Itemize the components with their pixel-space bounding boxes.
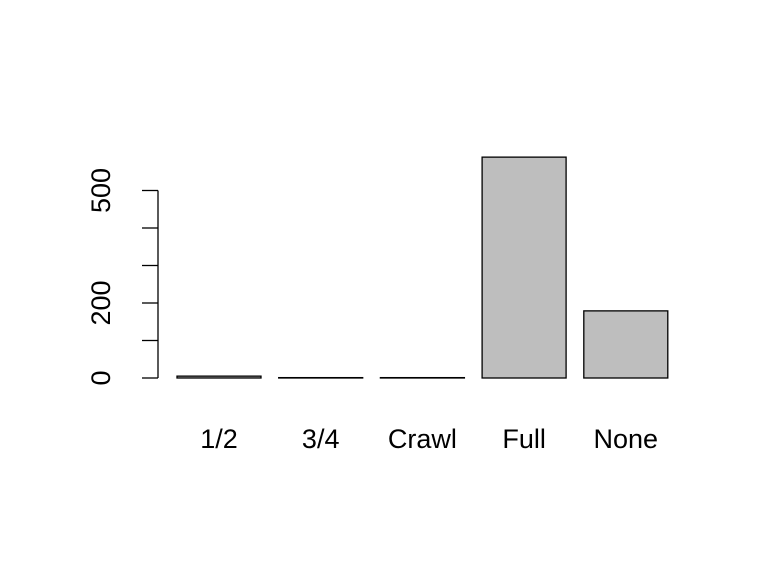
x-label-crawl: Crawl <box>388 424 457 454</box>
x-axis-labels: 1/2 3/4 Crawl Full None <box>200 424 658 454</box>
y-tick-label-200: 200 <box>86 280 116 325</box>
y-axis: 0 200 500 <box>86 168 159 386</box>
x-label-3-4: 3/4 <box>302 424 340 454</box>
bar-full <box>481 156 567 379</box>
bars-group <box>176 156 669 379</box>
bar-none <box>583 310 669 379</box>
y-tick-label-0: 0 <box>86 370 116 385</box>
x-label-1-2: 1/2 <box>200 424 238 454</box>
y-tick-label-500: 500 <box>86 168 116 213</box>
bar-1-2 <box>176 375 262 379</box>
x-label-none: None <box>594 424 659 454</box>
x-label-full: Full <box>502 424 546 454</box>
